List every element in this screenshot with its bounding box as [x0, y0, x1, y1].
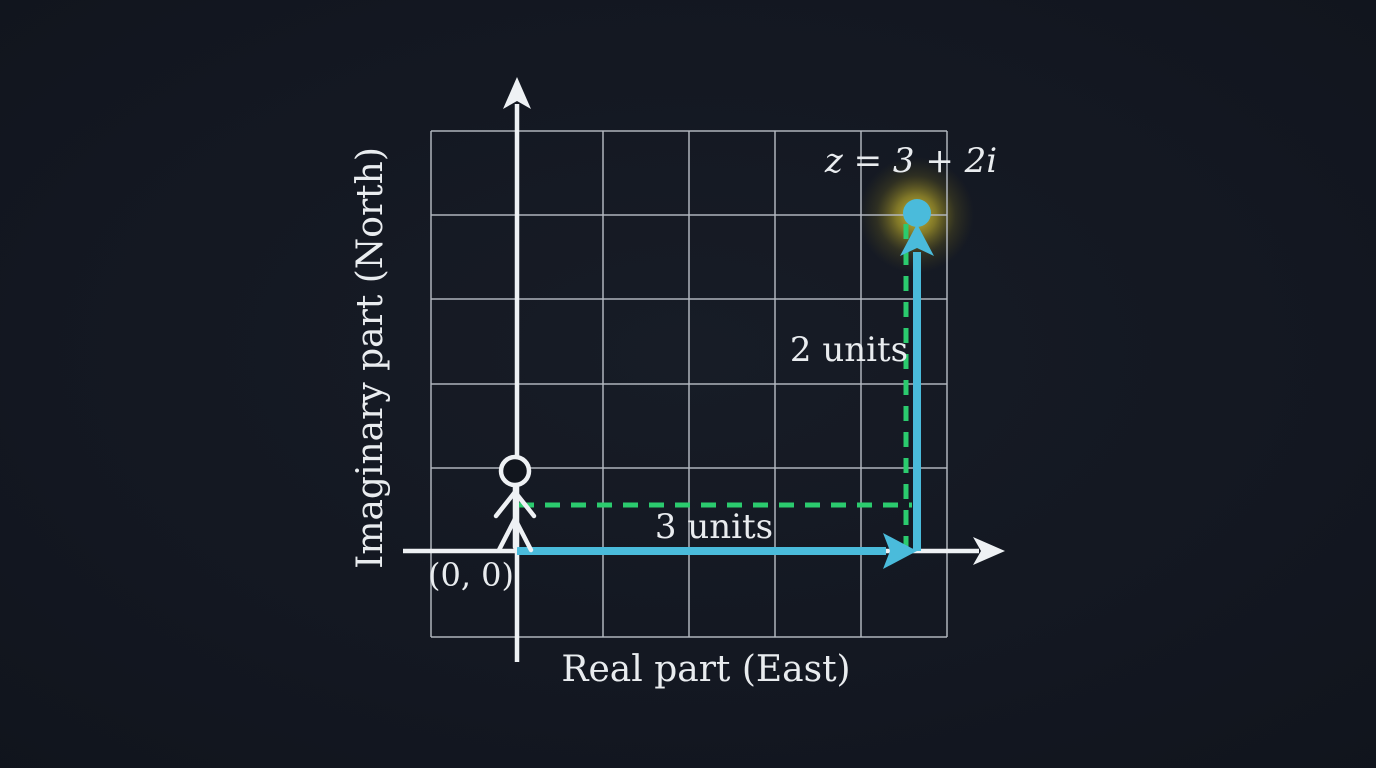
origin-stick-figure [493, 454, 537, 553]
y-axis [503, 77, 531, 662]
x-axis-arrow-icon [973, 537, 1005, 565]
point-marker [903, 199, 931, 227]
path-arrow-east-icon [883, 533, 917, 569]
y-axis-arrow-icon [503, 77, 531, 109]
path-arrow-north-icon [900, 224, 934, 256]
vertical-distance-label: 2 units [790, 330, 908, 370]
origin-label: (0, 0) [428, 556, 514, 594]
horizontal-distance-label: 3 units [655, 507, 773, 547]
y-axis-label: Imaginary part (North) [350, 147, 391, 569]
x-axis-label: Real part (East) [561, 649, 850, 690]
displacement-path [517, 224, 934, 569]
point-label: z = 3 + 2i [824, 141, 997, 181]
stick-figure-head [498, 454, 532, 488]
